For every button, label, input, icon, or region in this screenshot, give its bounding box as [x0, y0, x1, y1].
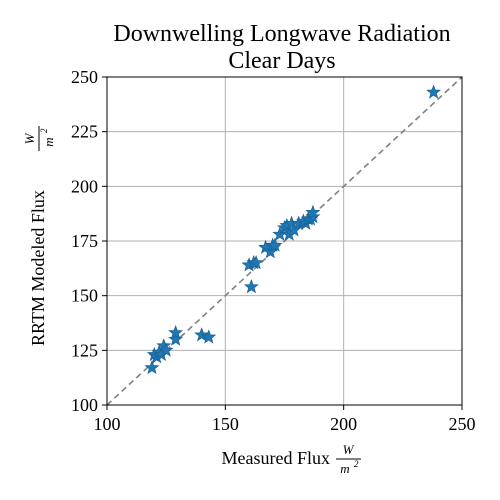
y-tick-label: 225: [71, 122, 98, 142]
data-point: [194, 327, 210, 342]
y-unit-denominator: m: [41, 137, 56, 146]
y-tick-label: 150: [71, 286, 98, 306]
y-unit-numerator: W: [22, 132, 37, 144]
data-point: [286, 222, 302, 237]
y-tick-label: 125: [71, 340, 98, 360]
x-tick-label: 150: [212, 414, 239, 434]
y-axis-label-text: RRTM Modeled Flux: [28, 190, 48, 346]
data-point: [426, 84, 442, 99]
x-tick-label: 100: [94, 414, 121, 434]
x-axis-label: Measured Flux W m 2: [222, 442, 361, 476]
chart-title-line-1: Downwelling Longwave Radiation: [113, 21, 450, 47]
data-point: [158, 342, 174, 357]
chart-title-line-2: Clear Days: [228, 48, 335, 74]
y-tick-label: 250: [71, 67, 98, 87]
x-tick-label: 200: [330, 414, 357, 434]
data-point: [248, 255, 264, 270]
x-tick-label: 250: [449, 414, 476, 434]
y-tick-label: 100: [71, 395, 98, 415]
x-axis-label-text: Measured Flux: [222, 448, 330, 468]
data-point: [168, 324, 184, 340]
y-tick-label: 200: [71, 176, 98, 196]
y-unit-exponent: 2: [39, 128, 49, 133]
data-point: [305, 209, 321, 224]
y-tick-label: 175: [71, 231, 98, 251]
y-axis-label: RRTM Modeled Flux W m 2: [22, 126, 56, 346]
data-point: [305, 204, 321, 219]
data-point: [144, 359, 160, 375]
data-point: [168, 331, 184, 346]
x-unit-denominator: m: [340, 461, 349, 476]
x-unit-exponent: 2: [354, 459, 359, 469]
x-unit-numerator: W: [343, 442, 355, 457]
data-point: [201, 329, 217, 344]
data-point: [243, 279, 259, 294]
data-point: [267, 237, 283, 252]
data-points: [144, 84, 442, 375]
axis-ticks: 100 150 200 250 100 125 150 175 200 225 250: [71, 67, 476, 434]
